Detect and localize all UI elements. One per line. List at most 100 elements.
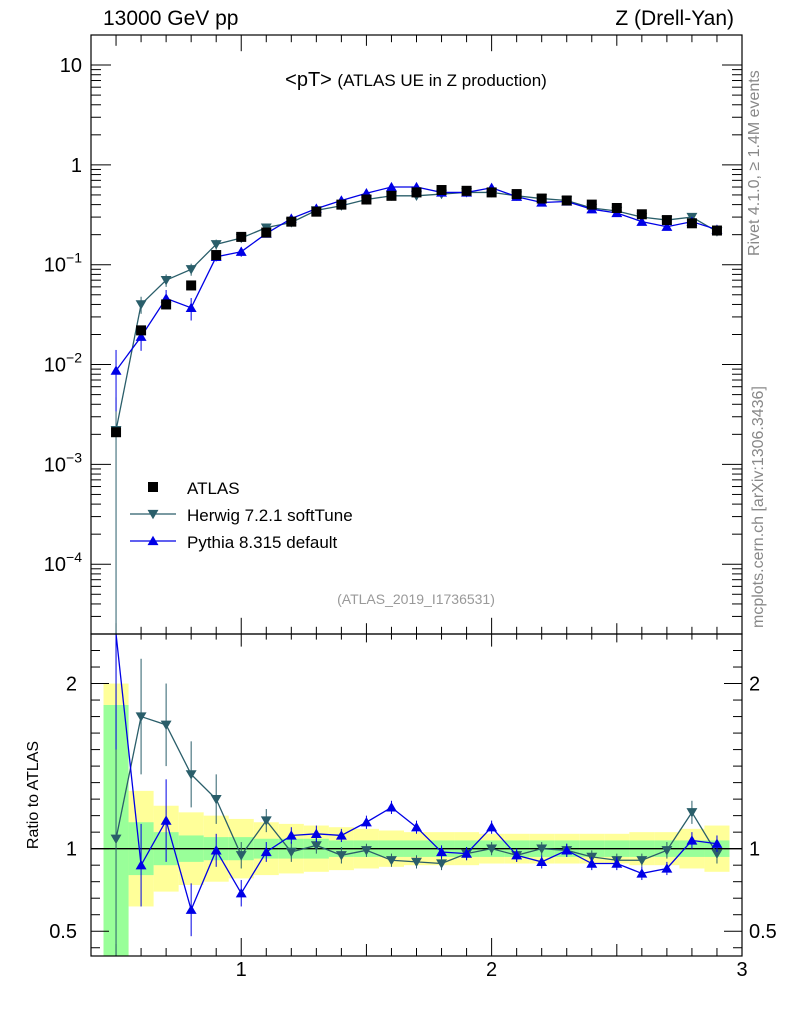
triangle-down-ratio-point xyxy=(160,720,172,731)
triangle-up-point xyxy=(661,221,673,231)
atlas-point xyxy=(436,185,447,196)
triangle-up-ratio-point xyxy=(260,846,272,857)
y-tick-exp: −3 xyxy=(66,449,82,465)
triangle-up-ratio-point xyxy=(360,817,372,827)
triangle-up-point xyxy=(110,365,122,375)
triangle-up-ratio-point xyxy=(335,830,347,840)
atlas-point xyxy=(661,215,672,226)
atlas-point xyxy=(361,194,372,205)
triangle-down-ratio-point xyxy=(661,846,673,856)
triangle-up-ratio-point xyxy=(711,838,723,848)
y-tick-label: 10−1 xyxy=(44,250,82,277)
triangle-up-ratio-point xyxy=(561,845,573,855)
triangle-up-ratio-point xyxy=(486,822,498,832)
triangle-down-ratio-point xyxy=(185,770,197,780)
triangle-down-ratio-point xyxy=(436,859,447,869)
triangle-up-point xyxy=(636,216,648,226)
triangle-up-ratio-point xyxy=(235,888,247,898)
triangle-down-ratio-point xyxy=(135,712,147,722)
legend-pythia-label: Pythia 8.315 default xyxy=(187,533,338,552)
triangle-up-point xyxy=(135,331,147,341)
x-tick-label: 1 xyxy=(236,959,247,981)
ratio-y-tick-label: 0.5 xyxy=(49,921,77,943)
plot-frames xyxy=(90,34,743,957)
triangle-up-ratio-point xyxy=(511,850,523,860)
atlas-point xyxy=(636,209,647,220)
triangle-up-ratio-point xyxy=(461,848,473,858)
atlas-point xyxy=(511,189,522,200)
triangle-up-ratio-point xyxy=(536,856,548,867)
triangle-down-ratio-point xyxy=(285,847,297,858)
triangle-down-ratio-point xyxy=(636,856,648,866)
analysis-id: (ATLAS_2019_I1736531) xyxy=(337,591,495,607)
y-tick-label: 10 xyxy=(60,55,82,77)
atlas-point xyxy=(311,206,322,217)
chart-text: <pT> (ATLAS UE in Z production) (ATLAS_20… xyxy=(25,55,777,981)
atlas-point xyxy=(136,325,147,336)
atlas-point xyxy=(286,216,297,227)
atlas-point xyxy=(386,190,397,201)
legend-atlas-marker xyxy=(148,482,158,492)
triangle-up-ratio-point xyxy=(285,830,297,840)
y-tick-label: 10−2 xyxy=(44,350,82,377)
triangle-down-ratio-point xyxy=(360,846,372,856)
ratio-frame xyxy=(90,633,743,957)
ratio-y-tick-label-right: 0.5 xyxy=(749,921,777,943)
triangle-up-ratio-point xyxy=(185,904,197,914)
triangle-up-ratio-point xyxy=(160,815,172,825)
x-tick-label: 3 xyxy=(736,959,747,981)
triangle-up-ratio-point xyxy=(386,802,397,812)
atlas-point xyxy=(261,227,272,238)
y-tick-label: 10−3 xyxy=(44,449,82,476)
triangle-up-ratio-point xyxy=(411,822,422,832)
triangle-down-ratio-point xyxy=(260,816,272,826)
data-series xyxy=(91,181,742,956)
triangle-up-line xyxy=(115,186,718,371)
atlas-point xyxy=(461,185,472,196)
ratio-y-tick-label: 2 xyxy=(66,674,77,696)
atlas-point xyxy=(411,187,422,198)
ratio-y-tick-label-right: 2 xyxy=(749,674,760,696)
atlas-point xyxy=(336,199,347,210)
y-tick-base: 10 xyxy=(44,554,66,576)
triangle-down-ratio-point xyxy=(110,834,122,844)
title-main: <pT> xyxy=(285,69,337,91)
triangle-down-ratio-point xyxy=(335,851,347,861)
triangle-up-ratio-point xyxy=(636,868,648,878)
atlas-point xyxy=(561,195,572,206)
y-tick-label: 1 xyxy=(71,155,82,177)
atlas-point xyxy=(611,202,622,213)
x-tick-label: 2 xyxy=(486,959,497,981)
ratio-bands xyxy=(103,683,730,956)
legend-pythia-marker xyxy=(147,535,159,546)
chart-title: <pT> (ATLAS UE in Z production) xyxy=(285,69,547,91)
triangle-up-ratio-point xyxy=(586,858,598,868)
y-tick-exp: −4 xyxy=(66,549,82,565)
triangle-down-point xyxy=(135,300,147,310)
triangle-down-ratio-point xyxy=(711,849,723,859)
triangle-down-point xyxy=(185,265,197,275)
atlas-point xyxy=(536,193,547,204)
triangle-down-ratio-point xyxy=(386,856,397,866)
triangle-up-ratio-point xyxy=(135,859,147,870)
y-tick-exp: −1 xyxy=(66,250,82,266)
atlas-point xyxy=(486,187,497,198)
legend-herwig-label: Herwig 7.2.1 softTune xyxy=(187,506,353,525)
triangle-down-line xyxy=(115,191,718,431)
triangle-down-point xyxy=(210,240,222,250)
triangle-up-point xyxy=(185,302,197,312)
atlas-point xyxy=(211,250,222,261)
atlas-point xyxy=(686,218,697,229)
atlas-point xyxy=(186,280,197,291)
triangle-down-ratio-point xyxy=(411,857,422,868)
header-right: Z (Drell-Yan) xyxy=(615,7,734,30)
triangle-up-ratio-point xyxy=(310,828,322,838)
y-tick-label: 10−4 xyxy=(44,549,82,576)
y-tick-base: 10 xyxy=(44,255,66,277)
ratio-y-tick-label-right: 1 xyxy=(749,839,760,861)
title-sub: (ATLAS UE in Z production) xyxy=(337,71,546,90)
ratio-y-tick-label: 1 xyxy=(66,839,77,861)
header-left: 13000 GeV pp xyxy=(103,7,239,30)
legend-herwig-marker xyxy=(147,509,159,520)
